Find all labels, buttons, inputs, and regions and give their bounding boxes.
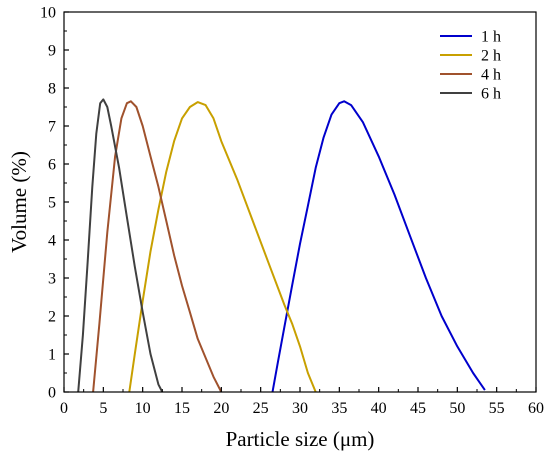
x-tick-label: 55: [489, 400, 505, 417]
y-tick-label: 9: [48, 43, 56, 60]
x-tick-label: 40: [371, 400, 387, 417]
x-tick-label: 25: [253, 400, 269, 417]
legend-label: 6 h: [481, 86, 501, 103]
x-tick-label: 10: [135, 400, 151, 417]
y-tick-label: 3: [48, 271, 56, 288]
y-tick-label: 1: [48, 347, 56, 364]
x-tick-label: 50: [449, 400, 465, 417]
series-line-2h: [128, 101, 317, 393]
series-curves: [77, 98, 486, 393]
y-tick-label: 7: [48, 119, 56, 136]
y-tick-label: 8: [48, 81, 56, 98]
x-tick-label: 60: [528, 400, 544, 417]
y-tick-label: 2: [48, 309, 56, 326]
y-axis-title: Volume (%): [7, 151, 31, 253]
legend-label: 2 h: [481, 48, 501, 65]
x-tick-label: 0: [60, 400, 68, 417]
x-tick-label: 35: [331, 400, 347, 417]
plot-frame: [63, 11, 537, 393]
x-tick-label: 15: [174, 400, 190, 417]
x-axis-ticks: 0 5 10 15 20 25 30 35 40 45 50 55 60: [60, 387, 544, 417]
x-tick-label: 5: [99, 400, 107, 417]
legend-label: 1 h: [481, 29, 501, 46]
y-tick-label: 4: [48, 233, 56, 250]
series-line-6h: [77, 98, 164, 393]
x-tick-label: 45: [410, 400, 426, 417]
x-axis-title: Particle size (μm): [226, 427, 375, 451]
y-tick-label: 5: [48, 195, 56, 212]
x-tick-label: 30: [292, 400, 308, 417]
legend-label: 4 h: [481, 67, 501, 84]
legend: 1 h 2 h 4 h 6 h: [440, 29, 501, 103]
series-line-1h: [271, 100, 486, 393]
y-axis-ticks: 0 1 2 3 4 5 6 7 8 9 10: [40, 5, 69, 402]
series-line-4h: [92, 100, 223, 393]
y-tick-label: 0: [48, 385, 56, 402]
y-tick-label: 10: [40, 5, 56, 22]
y-tick-label: 6: [48, 157, 56, 174]
x-tick-label: 20: [213, 400, 229, 417]
